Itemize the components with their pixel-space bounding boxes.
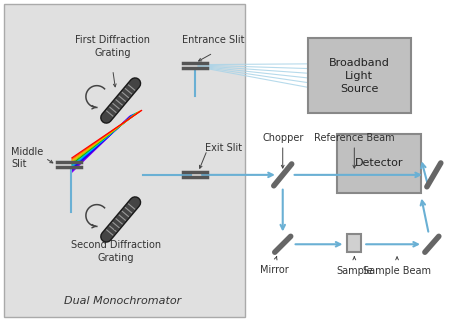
- Text: Detector: Detector: [355, 159, 403, 169]
- Text: Second Diffraction
Grating: Second Diffraction Grating: [71, 240, 161, 263]
- Text: Reference Beam: Reference Beam: [314, 133, 395, 143]
- Text: Dual Monochromator: Dual Monochromator: [64, 296, 181, 306]
- Text: First Diffraction
Grating: First Diffraction Grating: [75, 36, 150, 58]
- Text: Chopper: Chopper: [262, 133, 303, 143]
- Text: Sample Beam: Sample Beam: [363, 266, 431, 276]
- FancyBboxPatch shape: [308, 38, 411, 113]
- Text: Broadband
Light
Source: Broadband Light Source: [329, 57, 390, 94]
- Text: Mirror: Mirror: [260, 265, 289, 275]
- Text: Exit Slit: Exit Slit: [205, 143, 242, 153]
- Text: Entrance Slit: Entrance Slit: [182, 35, 245, 45]
- Bar: [4, 4, 245, 317]
- FancyBboxPatch shape: [337, 134, 421, 193]
- Bar: [347, 234, 361, 252]
- Text: Middle
Slit: Middle Slit: [11, 147, 44, 169]
- Text: Sample: Sample: [336, 266, 373, 276]
